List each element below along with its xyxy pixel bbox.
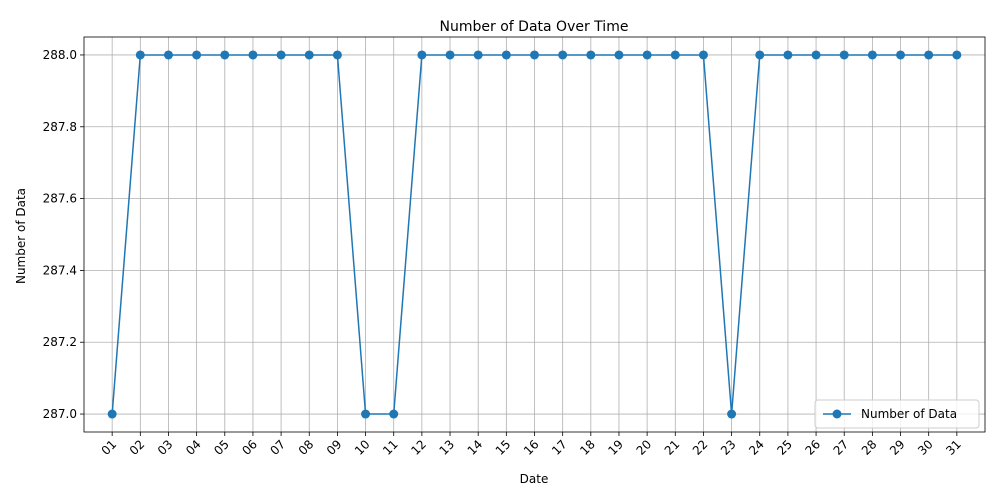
- y-axis-label: Number of Data: [14, 188, 28, 284]
- data-point: [135, 50, 145, 60]
- data-point: [867, 50, 877, 60]
- x-tick-label: 04: [183, 437, 204, 458]
- data-point: [811, 50, 821, 60]
- x-tick-label: 23: [718, 437, 739, 458]
- x-tick-label: 08: [296, 437, 317, 458]
- x-tick-label: 22: [690, 437, 711, 458]
- chart-title: Number of Data Over Time: [440, 19, 629, 35]
- x-tick-label: 19: [605, 437, 626, 458]
- legend-label: Number of Data: [861, 407, 957, 421]
- x-tick-label: 07: [268, 437, 289, 458]
- data-point: [839, 50, 849, 60]
- data-point: [642, 50, 652, 60]
- data-point: [896, 50, 906, 60]
- data-point: [501, 50, 511, 60]
- x-tick-label: 09: [324, 437, 345, 458]
- data-point: [445, 50, 455, 60]
- legend-marker: [832, 409, 842, 419]
- data-point: [220, 50, 230, 60]
- legend-box: [814, 399, 980, 429]
- x-tick-label: 26: [802, 437, 823, 458]
- x-tick-label: 24: [746, 437, 767, 458]
- x-tick-label: 29: [887, 437, 908, 458]
- x-tick-label: 12: [408, 437, 429, 458]
- x-tick-label: 14: [465, 437, 486, 458]
- y-tick-label: 288.0: [43, 48, 77, 62]
- x-tick-label: 13: [436, 437, 457, 458]
- data-point: [332, 50, 342, 60]
- x-tick-label: 10: [352, 437, 373, 458]
- x-axis-ticks: 01 02 03 04 05 06 07 08 09 10 11 12 13 14 15 16 17 18 19 20…: [99, 432, 964, 458]
- x-tick-label: 05: [211, 437, 232, 458]
- x-tick-label: 02: [127, 437, 148, 458]
- legend: Number of Data: [814, 399, 980, 429]
- x-tick-label: 03: [155, 437, 176, 458]
- x-tick-label: 20: [634, 437, 655, 458]
- x-tick-label: 17: [549, 437, 570, 458]
- data-point: [192, 50, 202, 60]
- x-tick-label: 21: [662, 437, 683, 458]
- x-tick-label: 28: [859, 437, 880, 458]
- grid: [84, 37, 985, 432]
- data-point: [248, 50, 258, 60]
- data-point: [163, 50, 173, 60]
- x-tick-label: 31: [943, 437, 964, 458]
- data-point: [276, 50, 286, 60]
- data-point: [304, 50, 314, 60]
- data-point: [361, 409, 371, 419]
- data-point: [783, 50, 793, 60]
- data-point: [924, 50, 934, 60]
- data-point: [698, 50, 708, 60]
- data-point: [558, 50, 568, 60]
- x-tick-label: 15: [493, 437, 514, 458]
- x-tick-label: 06: [239, 437, 260, 458]
- data-point: [417, 50, 427, 60]
- x-tick-label: 18: [577, 437, 598, 458]
- data-point: [586, 50, 596, 60]
- data-point: [107, 409, 117, 419]
- x-tick-label: 01: [99, 437, 120, 458]
- y-tick-label: 287.0: [43, 407, 77, 421]
- data-point: [727, 409, 737, 419]
- data-point: [614, 50, 624, 60]
- data-point: [389, 409, 399, 419]
- data-point: [670, 50, 680, 60]
- x-tick-label: 30: [915, 437, 936, 458]
- data-point: [530, 50, 539, 60]
- x-tick-label: 25: [774, 437, 795, 458]
- series-number-of-data: [107, 50, 962, 419]
- data-point: [952, 50, 962, 60]
- y-axis-ticks: 287.0 287.2 287.4 287.6 287.8 288.0: [43, 48, 84, 421]
- y-tick-label: 287.6: [43, 192, 77, 206]
- data-point: [473, 50, 483, 60]
- y-tick-label: 287.8: [43, 120, 77, 134]
- y-tick-label: 287.4: [43, 263, 77, 277]
- x-tick-label: 16: [521, 437, 542, 458]
- x-axis-label: Date: [520, 472, 549, 486]
- x-tick-label: 11: [380, 437, 401, 458]
- y-tick-label: 287.2: [43, 335, 77, 349]
- x-tick-label: 27: [831, 437, 852, 458]
- data-point: [755, 50, 765, 60]
